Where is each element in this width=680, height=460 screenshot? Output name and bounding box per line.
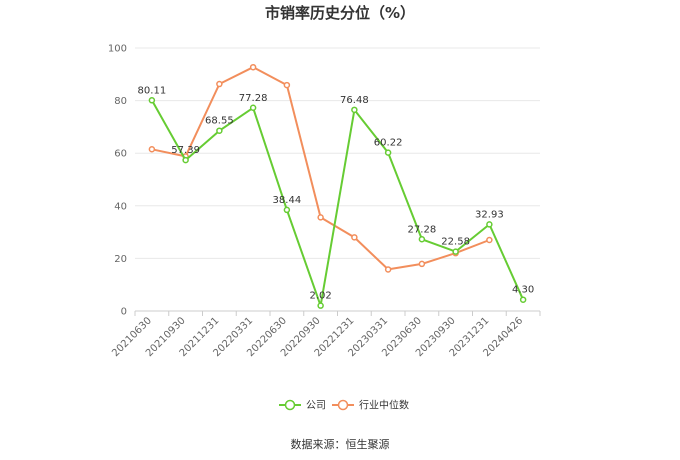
y-tick-label: 20 [114,254,127,265]
data-point [418,260,426,268]
data-label: 77.28 [239,93,268,104]
data-label: 32.93 [475,209,504,220]
axes: 0204060801002021063020210930202112312022… [108,44,541,359]
legend: 公司 行业中位数 [279,399,409,412]
data-point [384,266,392,273]
data-label: 60.22 [374,138,403,149]
data-labels: 80.11 57.39 68.55 77.28 38.44 2.02 76.48 60.22 2… [138,85,535,301]
data-point [452,248,459,255]
data-label: 2.02 [309,291,331,302]
data-point [216,80,223,88]
y-tick-label: 0 [121,307,127,318]
legend-marker-1 [337,399,349,411]
data-label: 80.11 [138,85,167,96]
y-tick-label: 60 [114,149,127,160]
data-point [519,296,527,303]
data-point [317,214,324,221]
data-label: 68.55 [205,116,234,127]
data-point [486,236,493,244]
data-point [216,127,223,134]
data-source-note: 数据来源：恒生聚源 [290,438,390,451]
data-point [384,149,392,156]
legend-label-0: 公司 [306,401,326,412]
data-label: 4.30 [512,285,534,296]
data-label: 27.28 [408,224,437,235]
data-point [249,63,257,71]
data-point [283,81,291,89]
data-label: 76.48 [340,95,369,106]
data-label: 22.58 [441,237,470,248]
y-tick-label: 80 [114,96,127,107]
data-point [283,206,291,214]
data-point [148,97,156,104]
data-point [182,156,189,164]
series-line-0 [151,99,525,307]
data-point [486,221,493,228]
data-point [351,106,358,114]
data-point [351,234,358,241]
y-tick-label: 100 [108,44,127,55]
legend-label-1: 行业中位数 [359,399,409,412]
y-tick-label: 40 [114,201,127,212]
series-line-1 [151,66,490,271]
chart-title: 市销率历史分位（%） [264,4,416,22]
series-layer [148,63,527,309]
data-label: 57.39 [171,145,200,156]
data-label: 38.44 [273,195,302,206]
data-point [148,146,156,153]
data-point [249,104,257,112]
data-point [317,302,324,309]
data-point [418,236,426,243]
legend-marker-0 [284,399,296,411]
